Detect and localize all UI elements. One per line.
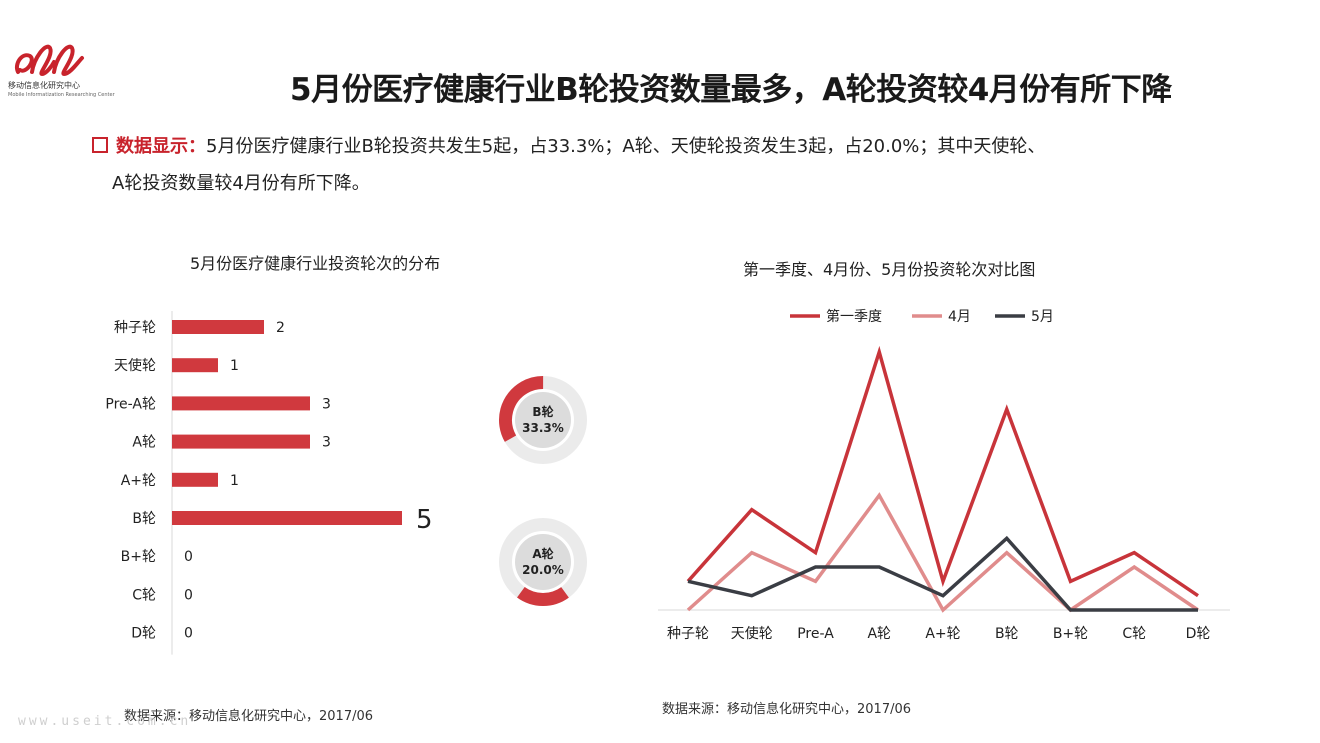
page-title: 5月份医疗健康行业B轮投资数量最多，A轮投资较4月份有所下降: [290, 72, 1172, 108]
logo-subcaption: Mobile Informatization Researching Cente…: [8, 92, 115, 98]
bar-value-label: 3: [322, 396, 331, 412]
bar-value-label: 1: [230, 358, 239, 374]
bar-value-label: 2: [276, 320, 285, 336]
legend-label: 5月: [1031, 309, 1054, 325]
x-tick-label: B+轮: [1053, 626, 1088, 642]
summary-paragraph: 数据显示：5月份医疗健康行业B轮投资共发生5起，占33.3%；A轮、天使轮投资发…: [92, 128, 1252, 202]
bar: [172, 320, 264, 334]
series-line: [687, 535, 1198, 612]
bar-category-label: Pre-A轮: [105, 396, 156, 412]
donut-value-label: 33.3%: [522, 421, 564, 435]
bar-chart-title: 5月份医疗健康行业投资轮次的分布: [190, 254, 441, 273]
x-tick-label: A+轮: [925, 626, 960, 642]
bar-category-label: A轮: [132, 435, 156, 451]
source-note-right: 数据来源：移动信息化研究中心，2017/06: [662, 702, 912, 717]
bar-category-label: 种子轮: [114, 320, 156, 336]
watermark: www.useit.com.cn: [18, 714, 192, 729]
summary-line-2: A轮投资数量较4月份有所下降。: [112, 173, 370, 194]
legend-label: 第一季度: [826, 308, 882, 325]
bar-value-label: 5: [416, 505, 433, 535]
source-note-left: 数据来源：移动信息化研究中心，2017/06: [124, 709, 374, 724]
bar-category-label: D轮: [131, 626, 156, 642]
line-chart: 种子轮 天使轮 Pre-A A轮 A+轮 B轮 B+轮 C轮 D轮 第一季度 4月 5月: [658, 308, 1230, 642]
line-chart-title: 第一季度、4月份、5月份投资轮次对比图: [743, 260, 1036, 279]
brand-logo: [12, 38, 122, 108]
logo-mark-icon: [15, 44, 84, 77]
bar-category-label: B+轮: [121, 549, 156, 565]
logo-caption: 移动信息化研究中心: [8, 81, 80, 90]
bar-category-label: B轮: [132, 511, 156, 527]
bar-value-label: 0: [184, 549, 193, 565]
bar: [172, 396, 310, 411]
donut-label: B轮: [532, 404, 554, 419]
x-tick-label: B轮: [995, 626, 1019, 642]
legend-label: 4月: [948, 309, 971, 325]
donut-label: A轮: [532, 546, 554, 561]
bar: [172, 511, 402, 525]
series-line: [686, 345, 1199, 598]
bar: [172, 358, 218, 373]
x-tick-label: A轮: [867, 626, 891, 642]
donut-segment: [499, 518, 587, 606]
bar-category-label: A+轮: [121, 473, 156, 489]
bar: [172, 434, 310, 449]
donut-value-label: 20.0%: [522, 563, 564, 577]
x-tick-label: D轮: [1186, 626, 1211, 642]
x-tick-label: C轮: [1122, 626, 1146, 642]
x-tick-label: 种子轮: [667, 626, 709, 642]
summary-label: 数据显示：: [116, 136, 206, 157]
bar: [172, 472, 218, 487]
bar-category-label: 天使轮: [114, 357, 156, 374]
series-line: [686, 492, 1199, 613]
donut-center: [515, 392, 571, 448]
bar-chart: 种子轮 2 天使轮 1 Pre-A轮 3 A轮 3 A+轮 1 B轮 5 B+轮 0 C轮 0 D轮 0: [105, 311, 433, 655]
x-tick-label: 天使轮: [731, 625, 773, 642]
x-tick-label: Pre-A: [797, 626, 834, 642]
bar-value-label: 0: [184, 587, 193, 603]
donut-charts: B轮 33.3% A轮 20.0%: [499, 376, 588, 606]
donut-center: [515, 534, 571, 590]
summary-line-1: 5月份医疗健康行业B轮投资共发生5起，占33.3%；A轮、天使轮投资发生3起，占…: [206, 136, 1046, 157]
bar-category-label: C轮: [132, 587, 156, 603]
bar-value-label: 0: [184, 626, 193, 642]
square-bullet-icon: [92, 137, 108, 153]
bar-value-label: 1: [230, 473, 239, 489]
bar-value-label: 3: [322, 435, 331, 451]
